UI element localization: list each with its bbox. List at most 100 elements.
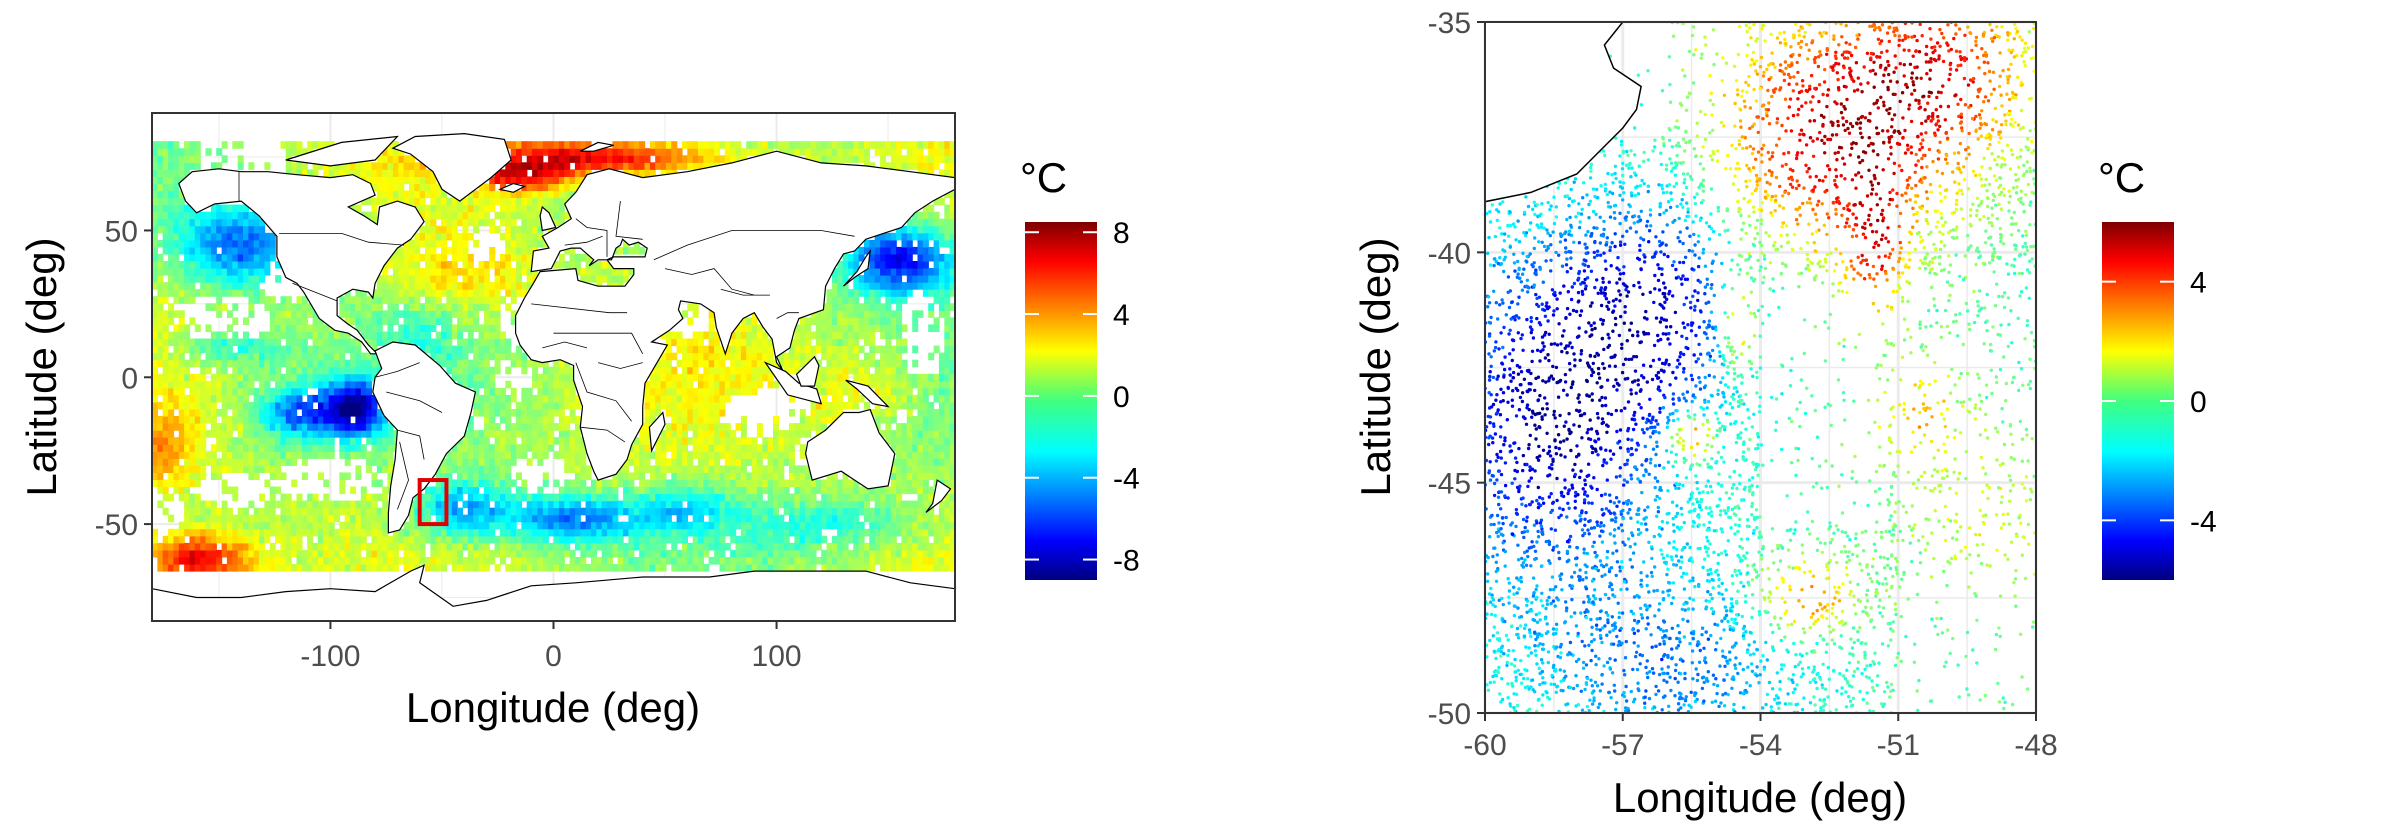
field-cell: [682, 493, 688, 502]
field-cell: [660, 557, 667, 565]
field-cell: [280, 317, 287, 325]
field-cell: [805, 479, 812, 488]
field-cell: [692, 486, 699, 495]
field-cell: [189, 437, 196, 445]
field-cell: [756, 465, 763, 473]
field-cell: [441, 275, 448, 283]
field-cell: [328, 423, 335, 431]
field-cell: [376, 444, 383, 452]
field-cell: [842, 521, 849, 530]
field-cell: [553, 204, 560, 213]
field-cell: [756, 148, 763, 156]
field-cell: [457, 253, 464, 262]
field-cell: [210, 331, 217, 340]
field-cell: [542, 528, 549, 537]
field-cell: [724, 486, 731, 495]
field-cell: [264, 366, 271, 375]
field-cell: [226, 310, 233, 318]
field-cell: [483, 444, 490, 452]
field-cell: [392, 141, 399, 149]
field-cell: [633, 514, 640, 523]
field-cell: [173, 444, 180, 452]
field-cell: [392, 437, 399, 445]
field-cell: [157, 359, 164, 368]
field-cell: [328, 345, 335, 354]
field-cell: [880, 282, 887, 290]
field-cell: [548, 409, 555, 417]
field-cell: [831, 401, 838, 410]
field-cell: [762, 479, 769, 488]
field-cell: [542, 409, 549, 417]
field-cell: [344, 451, 351, 459]
field-cell: [526, 211, 533, 220]
field-cell: [660, 486, 667, 495]
field-cell: [478, 500, 485, 509]
field-cell: [740, 359, 747, 368]
field-cell: [687, 409, 694, 417]
field-cell: [162, 197, 169, 206]
field-cell: [574, 514, 581, 523]
field-cell: [847, 549, 854, 558]
field-cell: [869, 282, 876, 290]
field-cell: [376, 317, 383, 325]
field-cell: [419, 275, 426, 283]
field-cell: [676, 472, 683, 480]
field-cell: [237, 345, 244, 354]
field-cell: [767, 148, 774, 156]
field-cell: [387, 148, 394, 156]
field-cell: [676, 387, 683, 396]
field-cell: [703, 148, 710, 156]
field-cell: [162, 352, 169, 361]
field-cell: [462, 479, 469, 488]
field-cell: [767, 507, 774, 516]
field-cell: [296, 148, 303, 156]
field-cell: [500, 465, 506, 473]
field-cell: [510, 437, 517, 445]
field-cell: [189, 211, 196, 220]
field-cell: [874, 521, 881, 530]
field-cell: [847, 331, 854, 340]
field-cell: [730, 549, 737, 558]
field-cell: [692, 444, 699, 452]
field-cell: [237, 275, 244, 283]
field-cell: [510, 282, 517, 290]
field-cell: [312, 423, 319, 431]
field-cell: [692, 366, 699, 375]
field-cell: [505, 444, 512, 452]
field-cell: [425, 296, 431, 304]
field-cell: [869, 275, 876, 283]
field-cell: [837, 479, 844, 488]
field-cell: [660, 521, 667, 530]
field-cell: [157, 451, 164, 459]
field-cell: [853, 507, 860, 516]
field-cell: [168, 268, 175, 276]
field-cell: [312, 528, 319, 537]
field-cell: [173, 253, 180, 262]
field-cell: [473, 204, 480, 213]
field-cell: [478, 324, 485, 332]
field-cell: [558, 394, 565, 403]
field-cell: [542, 387, 549, 396]
field-cell: [724, 444, 731, 452]
field-cell: [168, 373, 175, 382]
field-cell: [323, 359, 330, 368]
field-cell: [296, 423, 303, 431]
field-cell: [296, 324, 303, 332]
field-cell: [682, 352, 688, 361]
field-cell: [152, 437, 158, 445]
field-cell: [350, 338, 357, 347]
field-cell: [269, 359, 276, 368]
field-cell: [623, 564, 630, 572]
field-cell: [232, 218, 239, 227]
field-cell: [168, 275, 175, 283]
field-cell: [441, 359, 448, 368]
field-cell: [387, 564, 394, 572]
field-cell: [403, 289, 410, 297]
field-cell: [756, 458, 763, 466]
field-cell: [799, 345, 806, 354]
field-cell: [387, 472, 394, 480]
field-cell: [307, 557, 314, 565]
field-cell: [366, 317, 373, 325]
field-cell: [821, 401, 828, 410]
field-cell: [280, 500, 287, 509]
